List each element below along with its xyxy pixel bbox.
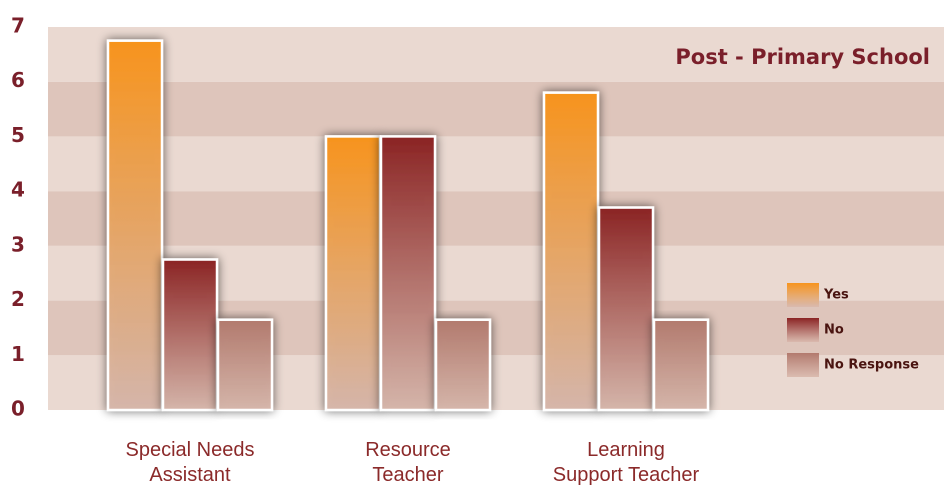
- y-tick-label: 1: [11, 342, 25, 366]
- grid-band: [48, 136, 944, 192]
- bar: [542, 91, 600, 412]
- grid-band: [48, 27, 944, 82]
- grid-band: [48, 81, 944, 137]
- bar: [106, 39, 164, 412]
- y-tick-label: 2: [11, 287, 25, 311]
- y-tick-label: 7: [11, 14, 25, 38]
- legend-swatch: [787, 283, 819, 307]
- legend-swatch: [787, 353, 819, 377]
- legend-swatch: [787, 318, 819, 342]
- y-tick-label: 4: [11, 178, 25, 202]
- grid-band: [48, 191, 944, 246]
- legend-label: Yes: [823, 288, 849, 303]
- bar: [216, 318, 274, 412]
- y-tick-label: 0: [11, 397, 25, 421]
- y-tick-label: 6: [11, 68, 25, 92]
- x-tick-label: Resource Teacher: [365, 439, 451, 486]
- bar: [597, 206, 655, 412]
- bar: [434, 318, 492, 412]
- bar: [161, 258, 219, 412]
- x-tick-label: Learning Support Teacher: [552, 439, 700, 486]
- legend-label: No Response: [824, 358, 919, 373]
- y-tick-label: 5: [11, 123, 25, 147]
- chart-title: Post - Primary School: [675, 45, 930, 69]
- bar: [324, 135, 382, 412]
- x-tick-label: Special Needs Assistant: [125, 439, 255, 486]
- bar: [379, 135, 437, 412]
- bar: [652, 318, 710, 412]
- y-tick-label: 3: [11, 232, 25, 256]
- legend-label: No: [824, 323, 844, 338]
